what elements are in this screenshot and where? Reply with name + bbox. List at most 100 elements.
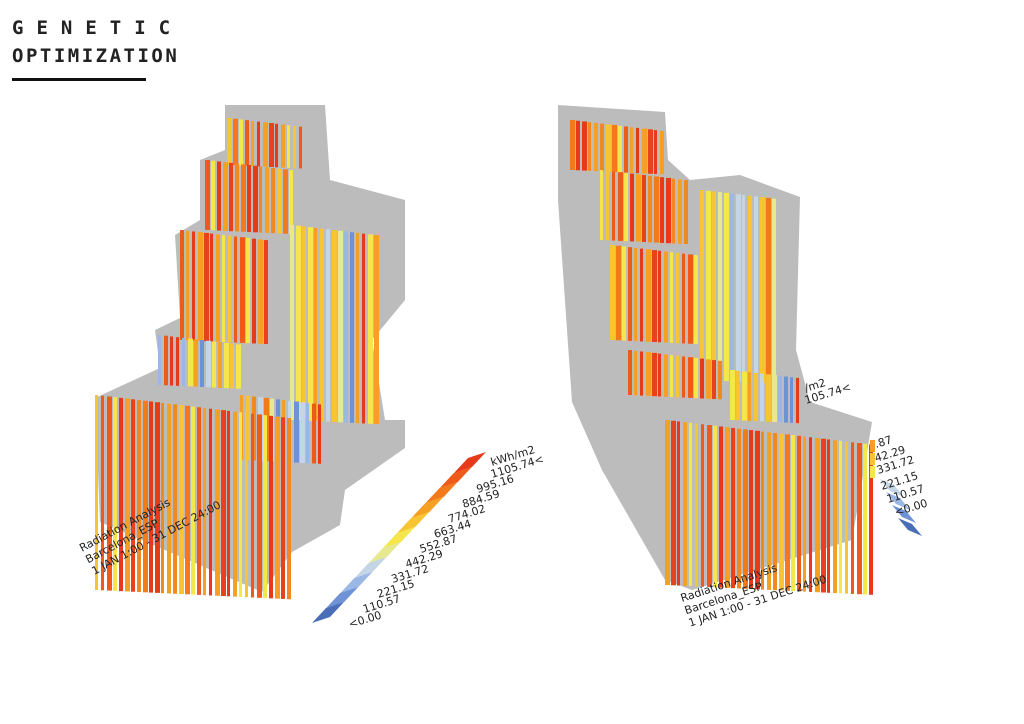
mesh-stripe [210, 233, 213, 342]
mesh-stripe [131, 399, 135, 592]
mesh-stripe [652, 250, 657, 343]
mesh-stripe [289, 170, 293, 235]
mesh-stripe [192, 231, 195, 341]
mesh-stripe [766, 197, 771, 384]
mesh-stripe [718, 192, 722, 381]
mesh-stripe [374, 235, 379, 425]
title: GENETIC [12, 17, 183, 39]
mesh-stripe [624, 126, 628, 173]
mesh-stripe [224, 342, 229, 389]
mesh-stripe [684, 180, 688, 245]
mesh-stripe [570, 120, 575, 170]
mesh-stripe [701, 424, 704, 587]
mesh-stripe [265, 167, 269, 233]
mesh-stripe [712, 360, 716, 400]
legend-swatch [354, 557, 387, 578]
mesh-stripe [707, 425, 712, 588]
mesh-stripe [204, 232, 209, 342]
mesh-stripe [356, 232, 359, 424]
mesh-stripe [700, 358, 704, 399]
legend-swatch [340, 572, 373, 593]
mesh-stripe [772, 198, 776, 384]
mesh-stripe [179, 405, 184, 595]
mesh-stripe [748, 195, 752, 383]
legend-swatch [898, 518, 922, 536]
building-left [95, 105, 405, 592]
legend-swatch [454, 452, 486, 473]
mesh-stripe [664, 251, 668, 343]
mesh-stripe [760, 373, 764, 422]
mesh-stripe [277, 168, 282, 234]
mesh-stripe [640, 248, 643, 342]
mesh-stripe [194, 339, 198, 387]
mesh-stripe [665, 420, 670, 585]
mesh-stripe [245, 120, 249, 166]
mesh-stripe [630, 173, 634, 242]
mesh-stripe [760, 197, 765, 383]
mesh-stripe [612, 125, 617, 173]
mesh-stripe [755, 430, 760, 590]
mesh-stripe [642, 175, 646, 243]
mesh-stripe [671, 420, 676, 586]
mesh-stripe [312, 403, 316, 464]
mesh-stripe [368, 234, 373, 424]
mesh-stripe [845, 441, 848, 594]
mesh-stripe [682, 356, 685, 398]
mesh-stripe [320, 228, 324, 422]
mesh-stripe [672, 178, 675, 244]
mesh-stripe [186, 230, 189, 341]
mesh-stripe [275, 123, 278, 168]
mesh-stripe [338, 230, 343, 423]
mesh-stripe [299, 126, 302, 169]
mesh-stripe [688, 357, 693, 398]
mesh-stripe [736, 370, 740, 421]
mesh-stripe [754, 372, 758, 422]
mesh-stripe [646, 352, 651, 396]
legend-swatch [439, 467, 472, 488]
mesh-stripe [660, 177, 664, 243]
mesh-stripe [198, 232, 203, 341]
mesh-stripe [670, 355, 673, 398]
mesh-stripe [624, 172, 628, 242]
mesh-stripe [332, 230, 337, 423]
legend-swatch [880, 479, 904, 497]
mesh-stripe [223, 162, 228, 231]
mesh-stripe [796, 377, 799, 424]
mesh-stripe [640, 351, 643, 396]
mesh-stripe [263, 415, 267, 599]
mesh-stripe [296, 225, 301, 421]
mesh-stripe [119, 397, 123, 592]
mesh-stripe [712, 191, 716, 381]
mesh-stripe [695, 423, 698, 587]
mesh-stripe [241, 164, 246, 232]
mesh-stripe [350, 232, 354, 423]
mesh-stripe [767, 432, 771, 590]
mesh-stripe [259, 166, 262, 233]
mesh-stripe [314, 227, 317, 422]
mesh-stripe [228, 235, 231, 343]
legend-swatch [368, 542, 401, 563]
mesh-stripe [326, 229, 330, 422]
mesh-stripe [676, 252, 679, 344]
mesh-stripe [766, 374, 771, 422]
mesh-stripe [612, 171, 615, 241]
mesh-stripe [724, 192, 729, 382]
mesh-stripe [706, 359, 711, 399]
mesh-stripe [235, 163, 239, 232]
mesh-stripe [233, 411, 237, 597]
mesh-stripe [158, 335, 161, 385]
mesh-stripe [742, 195, 745, 383]
mesh-stripe [683, 422, 687, 586]
mesh-stripe [161, 402, 164, 594]
mesh-stripe [785, 434, 790, 591]
mesh-stripe [173, 404, 177, 594]
legend-label: <0.00 [347, 609, 383, 631]
mesh-stripe [258, 239, 263, 344]
mesh-stripe [797, 435, 801, 592]
legend-swatch [397, 512, 430, 533]
mesh-stripe [269, 123, 274, 168]
mesh-stripe [294, 401, 299, 463]
title: OPTIMIZATION [12, 45, 179, 67]
mesh-stripe [700, 190, 704, 380]
mesh-stripe [203, 407, 206, 596]
